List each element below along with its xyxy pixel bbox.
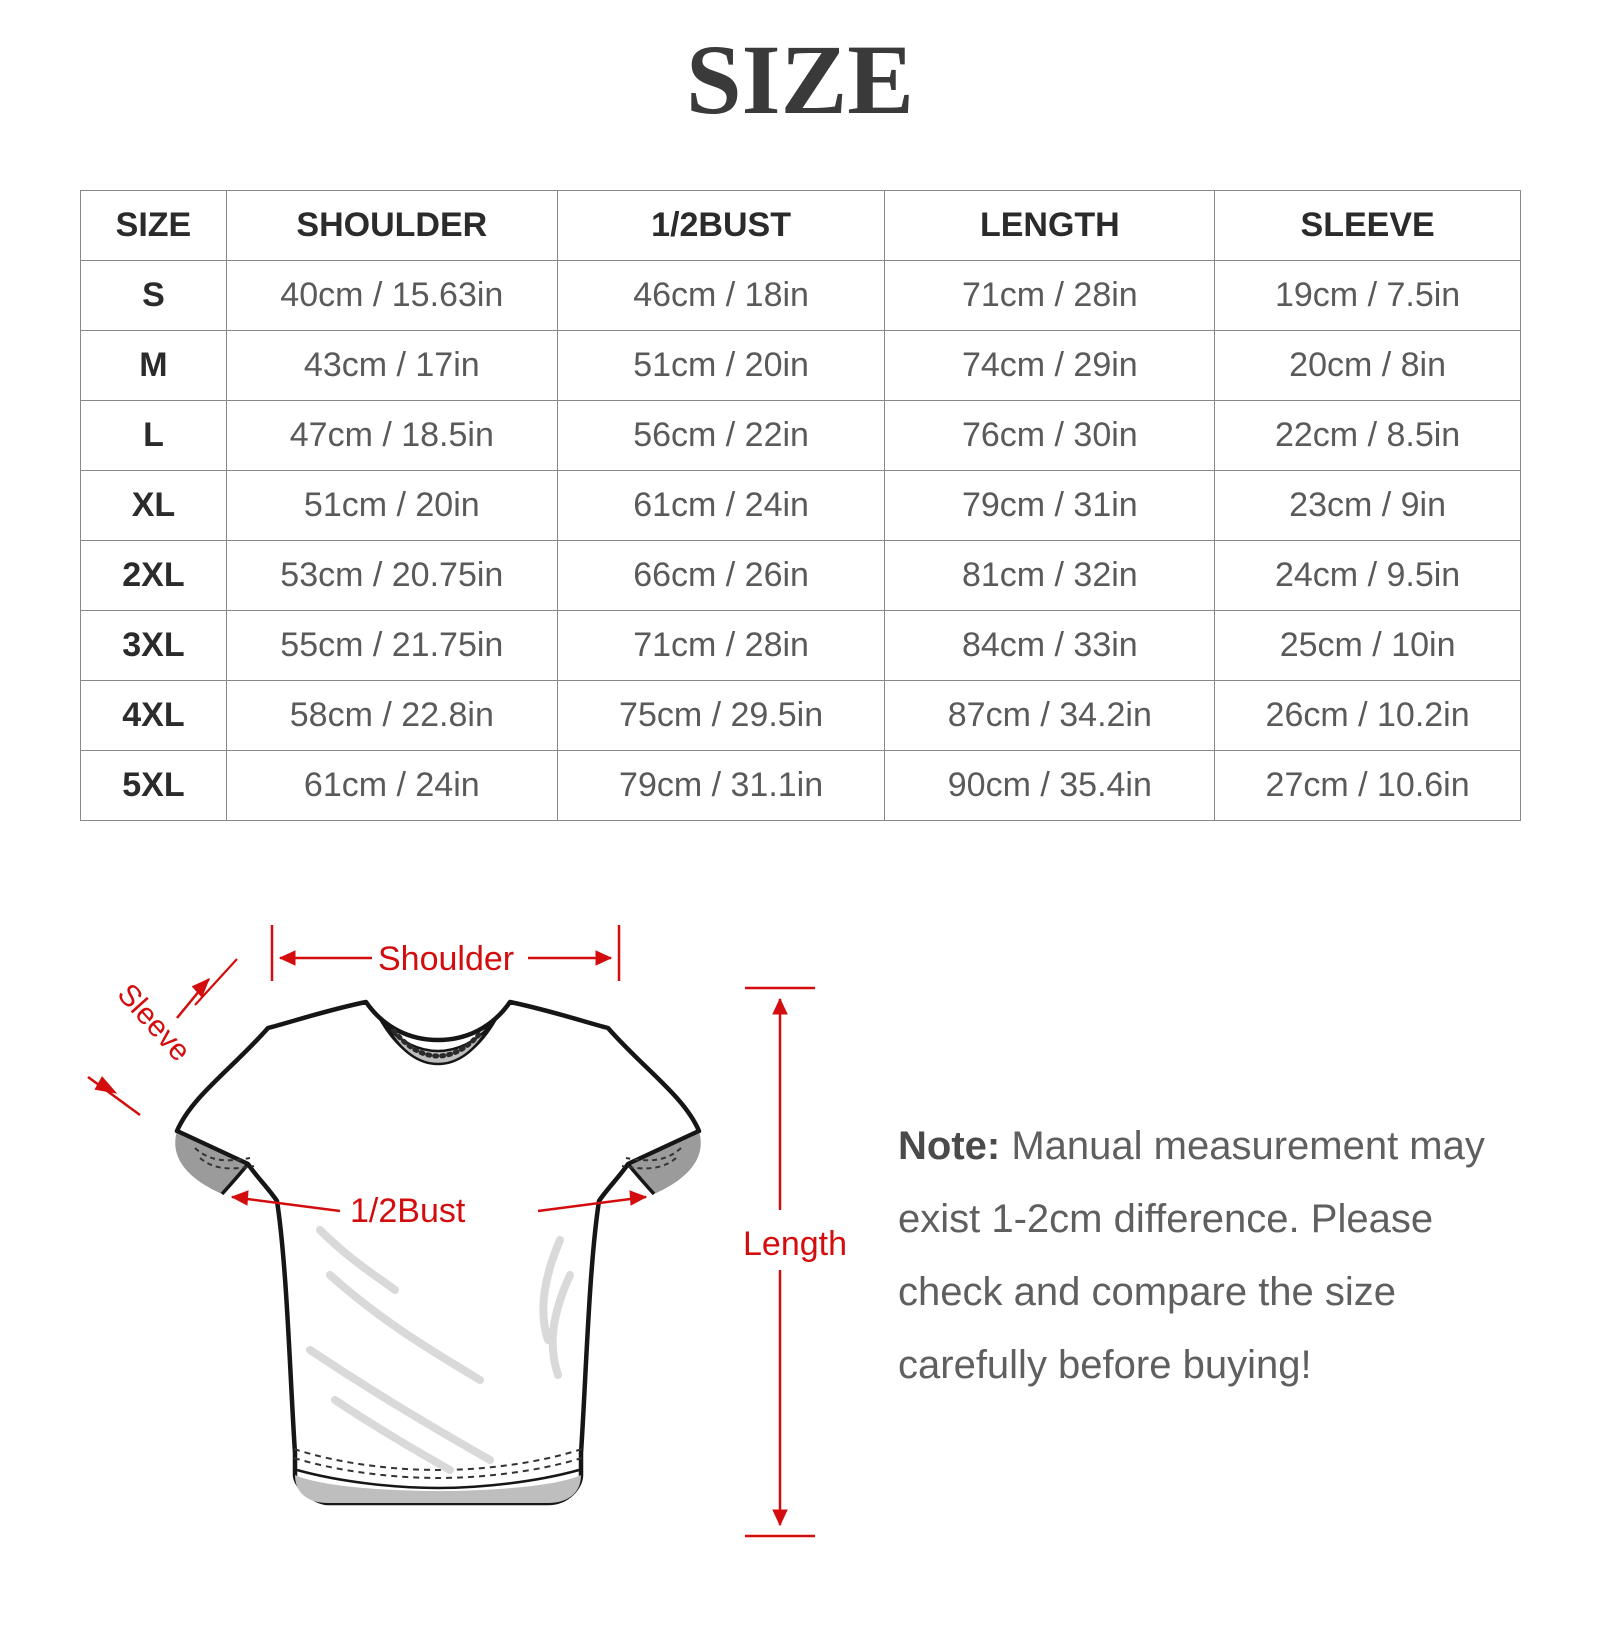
svg-text:Sleeve: Sleeve xyxy=(111,978,197,1068)
svg-text:Length: Length xyxy=(743,1225,847,1263)
svg-text:Shoulder: Shoulder xyxy=(378,940,514,978)
svg-text:1/2Bust: 1/2Bust xyxy=(350,1192,466,1230)
